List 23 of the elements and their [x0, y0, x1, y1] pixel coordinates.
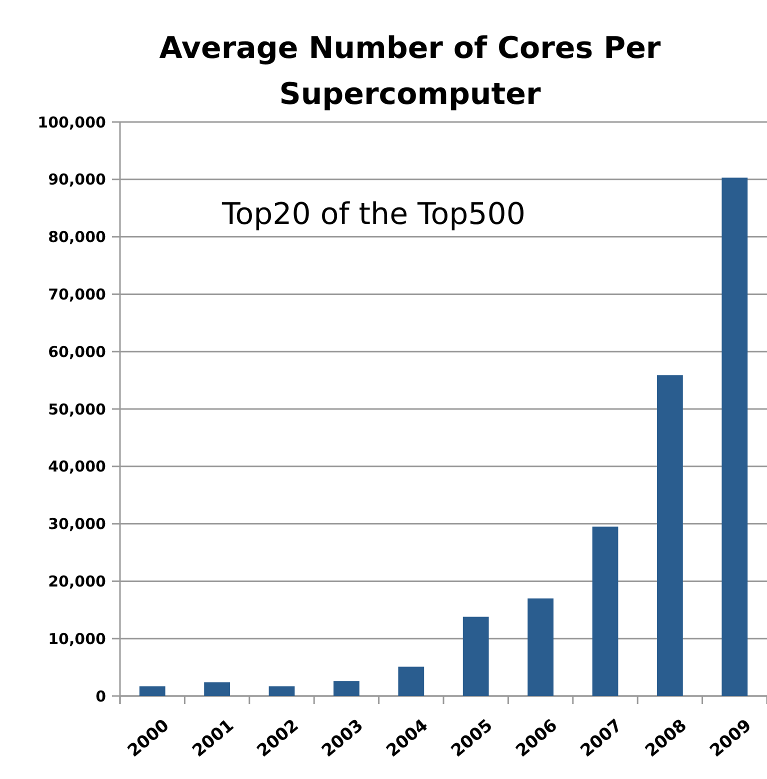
annotation: Top20 of the Top500 [221, 197, 526, 232]
y-tick-label: 70,000 [48, 285, 106, 304]
y-tick-label: 80,000 [48, 228, 106, 246]
y-tick-label: 40,000 [48, 458, 106, 476]
y-tick-label: 0 [96, 687, 106, 706]
bar [462, 616, 489, 696]
bar [268, 686, 295, 696]
bar [722, 178, 748, 696]
y-tick-label: 90,000 [48, 170, 106, 189]
bar [334, 681, 360, 696]
y-tick-label: 10,000 [48, 630, 106, 648]
chart-title: Average Number of Cores Per Supercomputer [159, 31, 661, 112]
bar [528, 598, 554, 696]
bar [592, 526, 618, 696]
y-tick-label: 60,000 [48, 342, 106, 361]
bar [398, 666, 424, 696]
bar [657, 375, 683, 696]
y-tick-label: 100,000 [38, 113, 106, 132]
y-tick-label: 50,000 [48, 400, 106, 418]
y-tick-label: 30,000 [48, 515, 106, 534]
bar [139, 686, 166, 696]
bar [204, 682, 230, 696]
y-tick-label: 20,000 [48, 572, 106, 590]
